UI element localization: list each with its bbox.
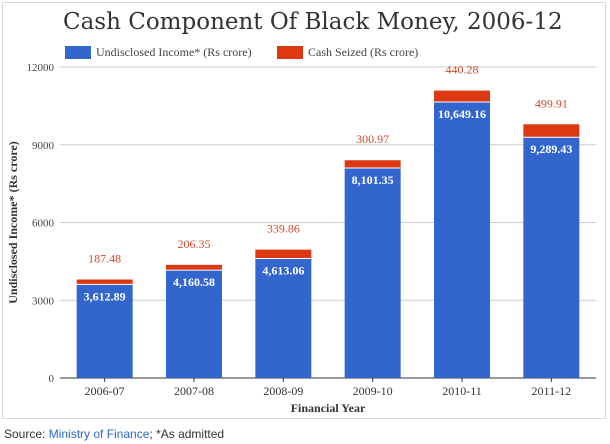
bar-cash-seized: [166, 264, 222, 271]
data-label-income: 10,649.16: [438, 107, 486, 121]
data-label-cash: 300.97: [356, 132, 389, 146]
y-tick-label: 0: [49, 373, 55, 385]
data-label-cash: 206.35: [178, 237, 211, 251]
source-line: Source: Ministry of Finance; *As admitte…: [4, 427, 224, 441]
bar-cash-seized: [523, 124, 580, 138]
bar-cash-seized: [76, 279, 133, 285]
data-label-income: 3,612.89: [84, 289, 126, 303]
y-axis-title: Undisclosed Income* (Rs crore): [6, 141, 20, 304]
data-label-income: 4,160.58: [173, 275, 215, 289]
data-label-cash: 339.86: [267, 222, 300, 236]
x-tick-label: 2008-09: [263, 384, 303, 398]
chart-title: Cash Component Of Black Money, 2006-12: [63, 9, 563, 35]
x-tick-label: 2009-10: [353, 384, 393, 398]
bar-cash-seized: [344, 160, 401, 169]
data-label-income: 8,101.35: [352, 173, 394, 187]
legend-swatch-cash: [277, 46, 303, 59]
x-tick-label: 2011-12: [532, 384, 572, 398]
source-link[interactable]: Ministry of Finance: [48, 427, 150, 441]
bar-undisclosed-income: [434, 102, 490, 378]
y-tick-label: 9000: [32, 140, 55, 152]
source-suffix: ; *As admitted: [149, 427, 225, 441]
bar-undisclosed-income: [76, 284, 133, 378]
source-prefix: Source:: [4, 427, 49, 441]
y-tick-label: 6000: [32, 218, 55, 230]
bar-cash-seized: [434, 90, 490, 103]
data-label-cash: 499.91: [535, 96, 568, 110]
x-tick-label: 2006-07: [85, 384, 125, 398]
x-axis-title: Financial Year: [291, 401, 366, 415]
x-tick-label: 2007-08: [174, 384, 214, 398]
data-label-income: 4,613.06: [262, 263, 304, 277]
legend-swatch-income: [65, 46, 91, 59]
legend-label-cash: Cash Seized (Rs crore): [308, 45, 419, 59]
data-label-cash: 440.28: [446, 63, 479, 77]
x-tick-label: 2010-11: [442, 384, 482, 398]
data-label-cash: 187.48: [88, 252, 121, 266]
y-tick-label: 12000: [27, 62, 55, 74]
bar-undisclosed-income: [344, 168, 401, 378]
data-label-income: 9,289.43: [530, 142, 572, 156]
legend-label-income: Undisclosed Income* (Rs crore): [96, 45, 252, 59]
bar-undisclosed-income: [523, 137, 580, 378]
y-tick-label: 3000: [32, 295, 55, 307]
bar-cash-seized: [255, 249, 312, 259]
bar-undisclosed-income: [255, 258, 312, 378]
bar-undisclosed-income: [166, 270, 222, 378]
chart-plot: 0 3000 6000 9000 12000 3,612.89 187.48 2006-07 4…: [6, 62, 596, 415]
